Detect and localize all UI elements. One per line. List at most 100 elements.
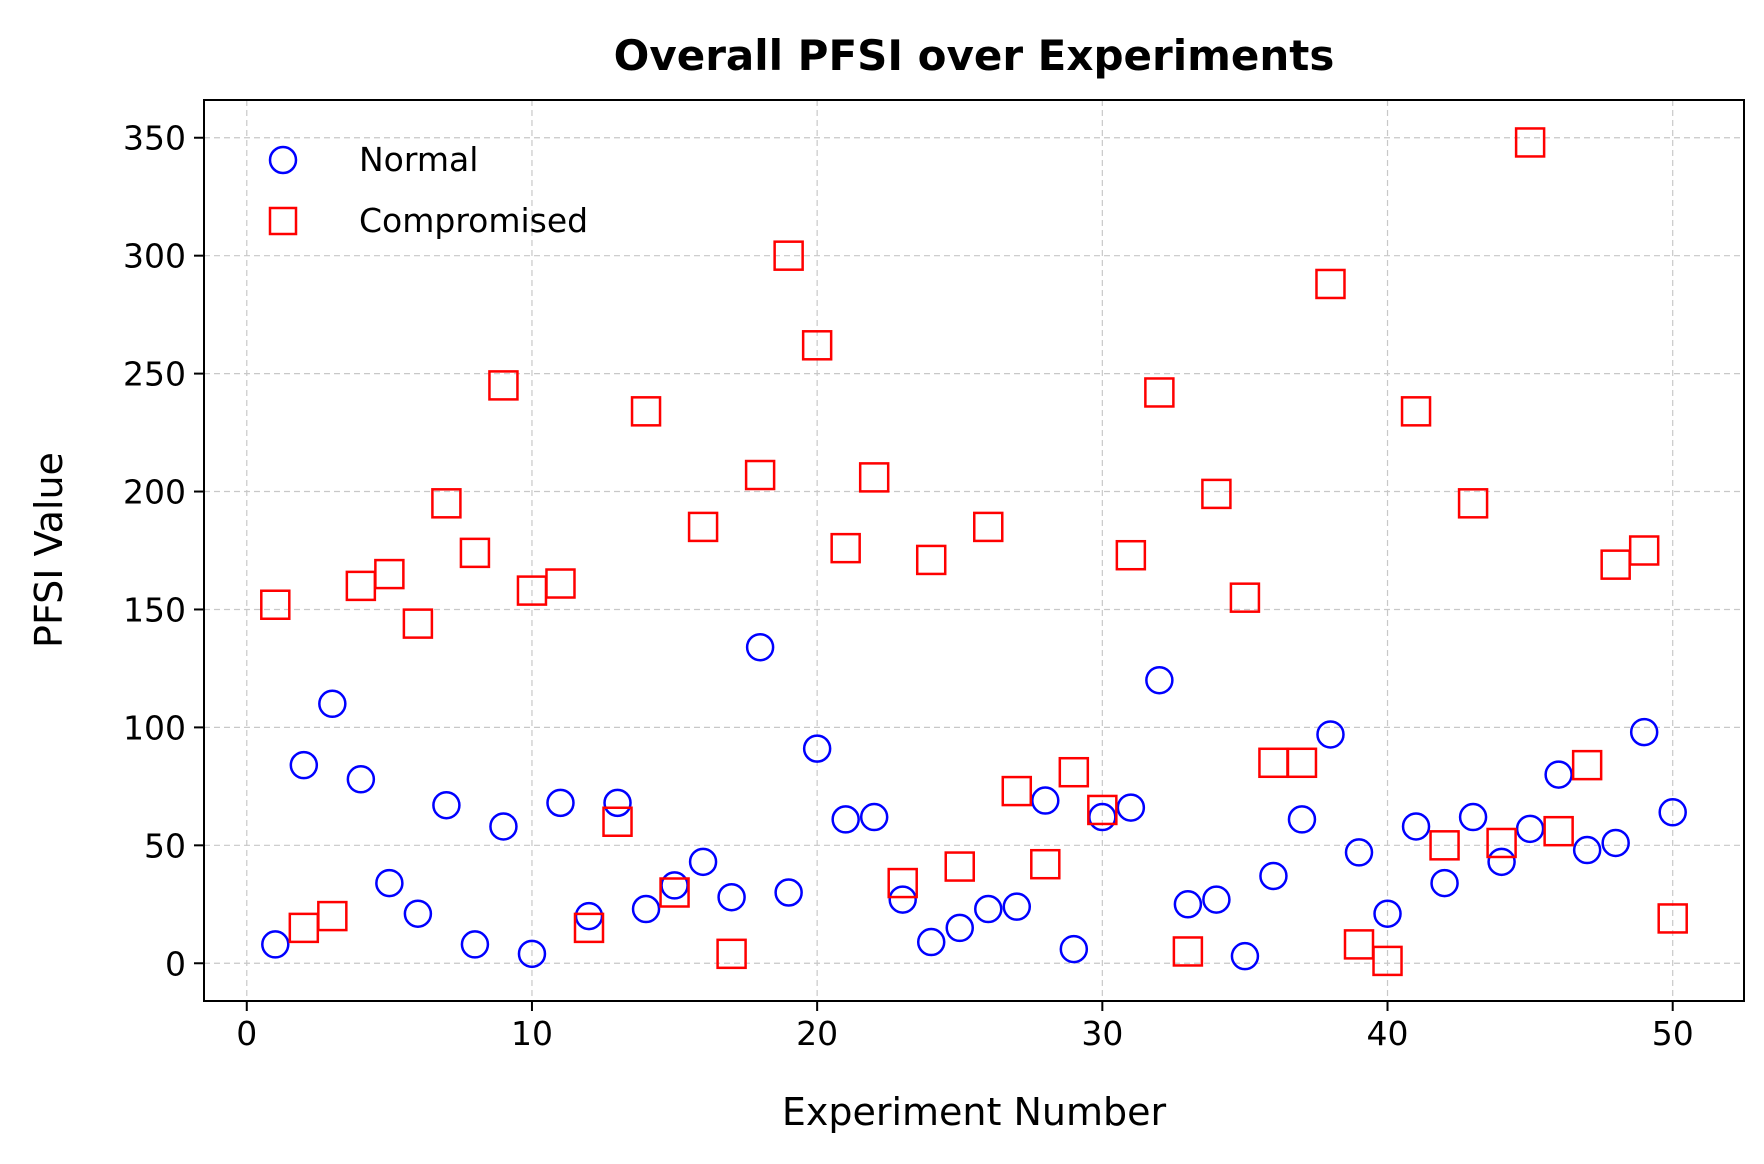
normal-point bbox=[1629, 717, 1659, 747]
y-tick-label: 50 bbox=[144, 826, 186, 865]
compromised-point bbox=[431, 488, 462, 519]
legend-compromised-label: Compromised bbox=[359, 201, 588, 240]
normal-point bbox=[974, 894, 1003, 924]
compromised-point bbox=[1457, 488, 1489, 519]
normal-point bbox=[631, 894, 661, 924]
compromised-point bbox=[1372, 945, 1403, 977]
compromised-point bbox=[1144, 377, 1175, 408]
compromised-point bbox=[602, 806, 633, 837]
x-tick-label: 50 bbox=[1652, 1014, 1694, 1053]
compromised-point bbox=[1201, 478, 1232, 510]
x-tick-label: 20 bbox=[796, 1014, 838, 1053]
compromised-point bbox=[1400, 396, 1432, 427]
normal-point bbox=[1487, 847, 1516, 877]
normal-point bbox=[1088, 802, 1117, 832]
compromised-point bbox=[1429, 830, 1460, 861]
compromised-point bbox=[1001, 775, 1033, 807]
y-tick-label: 350 bbox=[123, 119, 186, 158]
normal-point bbox=[1430, 868, 1459, 898]
compromised-point bbox=[1172, 936, 1204, 967]
normal-point bbox=[1401, 812, 1431, 841]
axis-ticks: 0 10 20 30 40 50 0 50 100 150 200 250 300 350 bbox=[123, 119, 1694, 1053]
normal-point bbox=[346, 765, 376, 794]
plot-area-frame bbox=[203, 99, 1745, 1002]
x-tick-label: 40 bbox=[1367, 1014, 1409, 1053]
normal-point bbox=[774, 878, 803, 907]
normal-point bbox=[1145, 665, 1174, 695]
normal-point bbox=[403, 899, 433, 928]
x-tick-label: 0 bbox=[236, 1014, 257, 1053]
compromised-point bbox=[716, 938, 747, 970]
normal-point bbox=[1344, 838, 1374, 867]
compromised-point bbox=[858, 462, 890, 493]
normal-point bbox=[717, 882, 746, 912]
normal-point bbox=[261, 930, 290, 959]
compromised-point bbox=[1543, 815, 1574, 847]
compromised-point bbox=[1087, 794, 1118, 826]
y-tick-label: 150 bbox=[123, 590, 186, 629]
normal-point bbox=[1458, 802, 1488, 832]
legend-compromised-marker bbox=[268, 206, 298, 236]
compromised-point bbox=[944, 851, 975, 882]
compromised-point bbox=[630, 396, 662, 427]
compromised-point bbox=[1315, 268, 1346, 300]
normal-point bbox=[1202, 885, 1231, 914]
data-markers bbox=[260, 127, 1688, 977]
y-tick-label: 0 bbox=[165, 944, 186, 983]
chart-title: Overall PFSI over Experiments bbox=[614, 31, 1335, 80]
normal-point bbox=[1601, 828, 1630, 858]
normal-point bbox=[1230, 941, 1260, 971]
compromised-point bbox=[887, 867, 918, 899]
compromised-point bbox=[1628, 535, 1660, 566]
normal-point bbox=[460, 930, 490, 959]
normal-point bbox=[660, 871, 689, 900]
compromised-point bbox=[345, 570, 377, 602]
compromised-point bbox=[801, 330, 833, 361]
compromised-point bbox=[915, 544, 947, 576]
normal-point bbox=[546, 788, 575, 818]
normal-point bbox=[1259, 861, 1288, 891]
compromised-point bbox=[573, 912, 605, 944]
normal-point bbox=[517, 939, 547, 969]
compromised-point bbox=[402, 608, 434, 639]
compromised-point bbox=[1229, 582, 1261, 613]
normal-point bbox=[831, 805, 860, 834]
compromised-point bbox=[545, 568, 576, 599]
grid-lines bbox=[204, 100, 1744, 1001]
normal-point bbox=[1572, 835, 1602, 865]
compromised-point bbox=[1571, 749, 1603, 781]
compromised-point bbox=[1600, 549, 1631, 580]
normal-point bbox=[916, 927, 946, 957]
normal-point bbox=[688, 847, 718, 877]
normal-point bbox=[1002, 892, 1032, 921]
legend-normal-marker bbox=[268, 145, 298, 175]
normal-point bbox=[945, 913, 974, 943]
compromised-point bbox=[973, 511, 1004, 543]
y-tick-label: 100 bbox=[123, 708, 186, 747]
compromised-point bbox=[830, 532, 861, 564]
normal-point bbox=[574, 901, 604, 931]
normal-point bbox=[1031, 786, 1060, 815]
normal-point bbox=[859, 802, 889, 832]
normal-point bbox=[1515, 814, 1545, 844]
normal-point bbox=[603, 788, 632, 818]
compromised-point bbox=[260, 589, 291, 620]
normal-point bbox=[1287, 805, 1317, 834]
normal-point bbox=[432, 790, 461, 820]
normal-point bbox=[1658, 798, 1687, 827]
normal-point bbox=[489, 812, 518, 841]
compromised-point bbox=[374, 558, 405, 590]
y-tick-label: 300 bbox=[123, 237, 186, 276]
x-axis-label: Experiment Number bbox=[782, 1090, 1167, 1134]
compromised-point bbox=[1258, 747, 1289, 779]
compromised-point bbox=[1058, 756, 1090, 788]
compromised-point bbox=[1657, 903, 1688, 934]
x-tick-label: 10 bbox=[511, 1014, 553, 1053]
compromised-point bbox=[317, 900, 348, 932]
normal-point bbox=[1373, 899, 1402, 928]
legend-normal-label: Normal bbox=[359, 140, 478, 179]
compromised-point bbox=[1286, 747, 1318, 779]
legend: Normal Compromised bbox=[268, 140, 588, 240]
compromised-point bbox=[1115, 539, 1147, 571]
